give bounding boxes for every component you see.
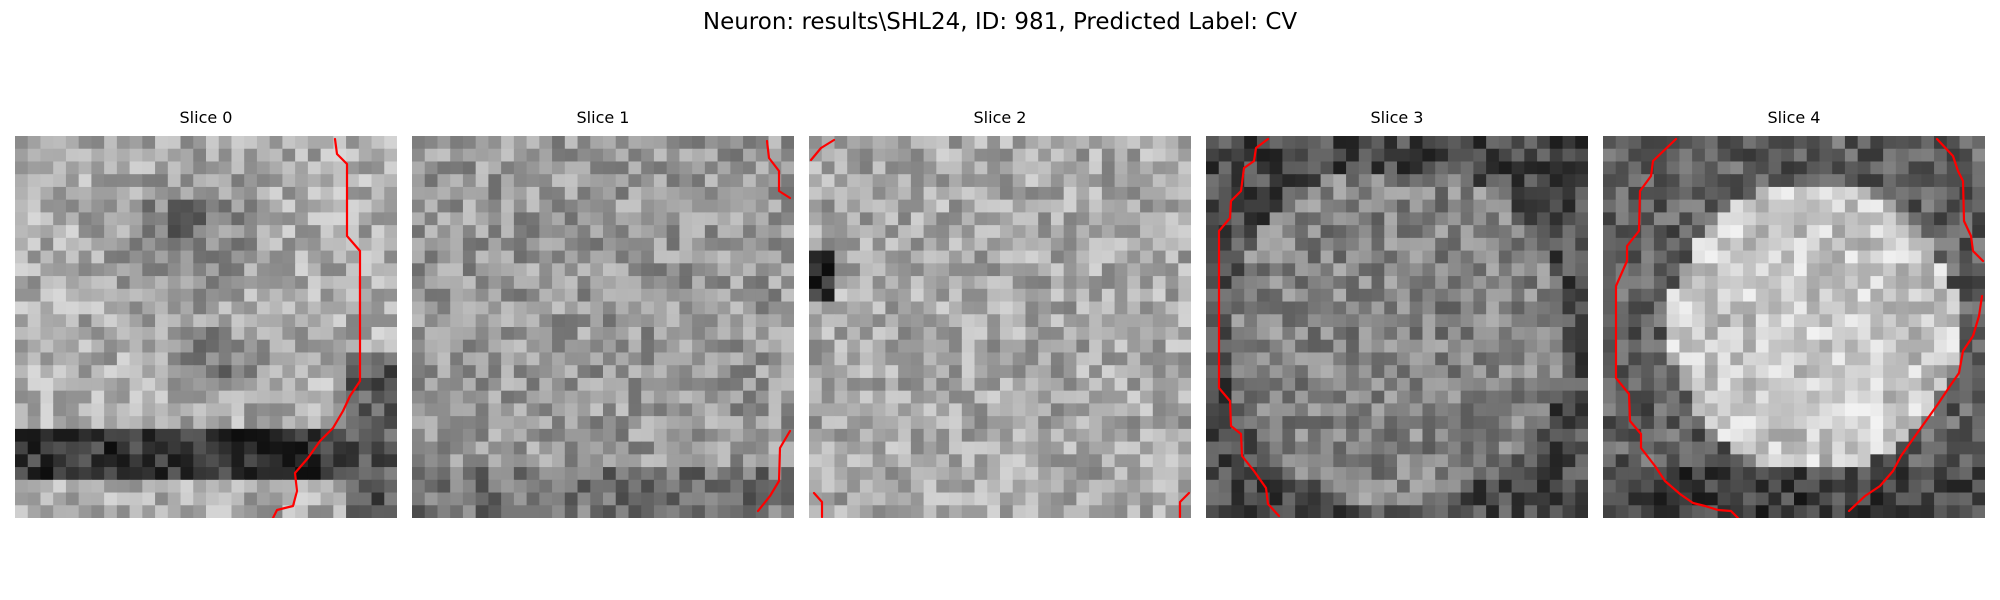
noise-grid (809, 136, 1191, 518)
slice-image-2 (809, 136, 1191, 518)
noise-grid (412, 136, 794, 518)
contour-overlay (756, 139, 792, 513)
slice-panel-2: Slice 2 (809, 108, 1191, 518)
contour-overlay (1217, 137, 1281, 518)
slice-image-3 (1206, 136, 1588, 518)
slice-panel-3: Slice 3 (1206, 108, 1588, 518)
slice-image-0 (15, 136, 397, 518)
slice-image-4 (1603, 136, 1985, 518)
slice-title: Slice 3 (1370, 108, 1424, 127)
slice-image-1 (412, 136, 794, 518)
noise-grid (1603, 136, 1985, 518)
figure-title: Neuron: results\SHL24, ID: 981, Predicte… (702, 9, 1298, 35)
slice-title: Slice 4 (1767, 108, 1821, 127)
slice-title: Slice 0 (179, 108, 233, 127)
contour-overlay (809, 138, 1191, 518)
slice-panel-4: Slice 4 (1603, 108, 1985, 518)
contour-overlay (1614, 137, 1985, 518)
noise-grid (15, 136, 397, 518)
contour-overlay (271, 137, 362, 518)
noise-grid (1206, 136, 1588, 518)
slice-panel-0: Slice 0 (15, 108, 397, 518)
slice-panel-1: Slice 1 (412, 108, 794, 518)
slice-title: Slice 2 (973, 108, 1027, 127)
slice-title: Slice 1 (576, 108, 630, 127)
